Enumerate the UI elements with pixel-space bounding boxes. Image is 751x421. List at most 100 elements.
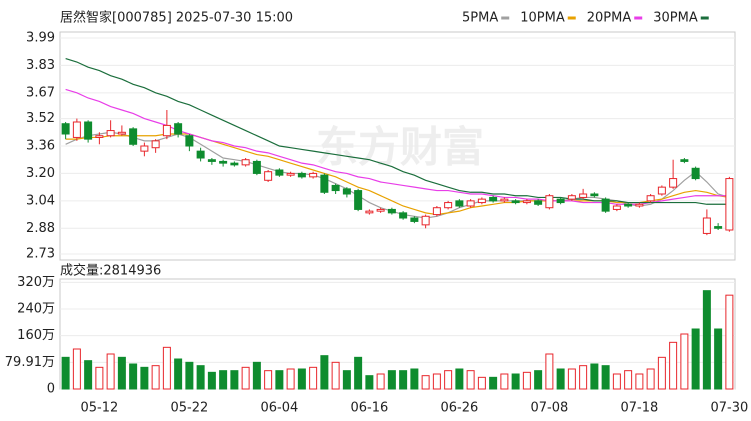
- candle-body: [376, 208, 385, 212]
- legend-label: 20PMA: [587, 11, 632, 26]
- candle-body: [534, 200, 543, 205]
- volume-bar: [421, 375, 430, 390]
- x-tick-label: 06-26: [440, 401, 478, 416]
- candle-body: [579, 193, 588, 198]
- candle-body: [354, 190, 363, 210]
- candle-body: [117, 131, 126, 135]
- volume-bar: [365, 375, 374, 390]
- volume-bar: [286, 368, 295, 390]
- x-tick-label: 06-16: [350, 401, 388, 416]
- candle-body: [230, 162, 239, 166]
- volume-bar: [275, 370, 284, 390]
- candle-body: [129, 128, 138, 145]
- ma-line: [65, 57, 730, 205]
- candle-body: [140, 145, 149, 152]
- candle-body: [714, 226, 723, 229]
- volume-frame: [59, 278, 736, 390]
- candle-body: [511, 200, 520, 204]
- volume-bar: [264, 370, 273, 390]
- volume-bar: [522, 371, 531, 390]
- volume-tick-label: 79.91万: [5, 355, 55, 370]
- candle-body: [590, 193, 599, 197]
- volume-bar: [432, 373, 441, 390]
- candle-body: [185, 135, 194, 147]
- volume-bar: [129, 363, 138, 390]
- candle-body: [219, 160, 228, 164]
- y-tick-label: 3.99: [26, 31, 55, 46]
- volume-bar: [174, 358, 183, 390]
- x-tick-label: 07-08: [530, 401, 568, 416]
- candle-body: [635, 203, 644, 207]
- volume-bar: [117, 356, 126, 390]
- candle-body: [489, 196, 498, 202]
- candle-body: [342, 188, 351, 195]
- volume-bar: [601, 365, 610, 390]
- volume-bar: [500, 373, 509, 390]
- volume-bar: [95, 366, 104, 390]
- volume-bar: [590, 363, 599, 390]
- volume-bar: [669, 341, 678, 390]
- candle-body: [567, 195, 576, 200]
- candle-body: [95, 135, 104, 138]
- volume-bar: [309, 366, 318, 390]
- x-tick-label: 07-18: [620, 401, 658, 416]
- candle-body: [106, 130, 115, 137]
- candle-body: [72, 121, 81, 138]
- candle-body: [387, 208, 396, 214]
- volume-tick-label: 160万: [17, 328, 55, 343]
- y-tick-label: 3.83: [26, 58, 55, 73]
- candle-body: [556, 198, 565, 204]
- candle-body: [691, 167, 700, 180]
- y-tick-label: 3.04: [26, 193, 55, 208]
- x-tick-label: 06-04: [260, 401, 298, 416]
- candle-body: [241, 159, 250, 166]
- candle-body: [286, 172, 295, 176]
- volume-bar: [354, 356, 363, 390]
- volume-bar: [376, 373, 385, 390]
- volume-bar: [680, 333, 689, 390]
- candle-body: [500, 198, 509, 202]
- volume-bar: [196, 365, 205, 390]
- candle-body: [252, 160, 261, 174]
- volume-bar: [140, 366, 149, 390]
- candle-body: [196, 150, 205, 159]
- volume-bar: [230, 370, 239, 390]
- candle-body: [410, 217, 419, 222]
- volume-bar: [207, 371, 216, 390]
- candle-body: [702, 217, 711, 234]
- volume-bar: [567, 368, 576, 390]
- candle-body: [421, 215, 430, 226]
- candle-body: [455, 200, 464, 207]
- volume-bar: [106, 353, 115, 390]
- volume-bar: [185, 361, 194, 390]
- volume-bar: [399, 370, 408, 390]
- volume-bar: [162, 346, 171, 390]
- candle-body: [624, 203, 633, 207]
- volume-bar: [657, 356, 666, 390]
- volume-bar: [579, 365, 588, 390]
- candle-body: [669, 178, 678, 188]
- candle-body: [365, 210, 374, 214]
- chart-title: 居然智家[000785] 2025-07-30 15:00: [60, 10, 293, 26]
- volume-bar: [320, 355, 329, 390]
- volume-bar: [612, 373, 621, 390]
- candle-body: [432, 207, 441, 216]
- candle-body: [657, 186, 666, 195]
- volume-bar: [72, 348, 81, 390]
- volume-bar: [387, 370, 396, 390]
- volume-tick-label: 320万: [17, 275, 55, 290]
- volume-bar: [61, 356, 70, 390]
- volume-bar: [691, 328, 700, 390]
- legend-label: 10PMA: [520, 11, 565, 26]
- candle-body: [725, 178, 734, 231]
- legend-label: 30PMA: [653, 11, 698, 26]
- volume-bar: [410, 368, 419, 390]
- volume-bar: [534, 370, 543, 390]
- y-tick-label: 3.67: [26, 85, 55, 100]
- volume-bar: [444, 370, 453, 390]
- candle-body: [444, 202, 453, 209]
- y-tick-label: 2.73: [26, 247, 55, 262]
- volume-bar: [511, 373, 520, 390]
- candle-body: [162, 124, 171, 137]
